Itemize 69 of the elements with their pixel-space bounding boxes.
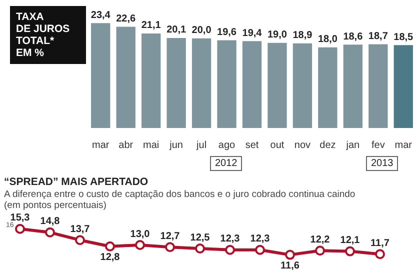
point [105, 241, 115, 252]
data-label: 21,1 [141, 20, 162, 32]
data-label: 11,6 [280, 260, 300, 272]
bar [192, 38, 212, 128]
data-label: 18,6 [343, 31, 364, 42]
x-tick-label: jul [196, 140, 207, 151]
x-tick-label: jun [168, 140, 183, 151]
point [345, 246, 355, 256]
bar [141, 33, 161, 128]
bar [242, 41, 262, 128]
x-tick-label: nov [294, 140, 311, 151]
x-tick-label: mar [92, 140, 110, 151]
data-label: 12,8 [100, 252, 120, 264]
bar [343, 44, 363, 128]
data-label: 13,7 [70, 224, 90, 235]
data-label: 18,7 [368, 30, 388, 42]
data-label: 19,6 [217, 26, 237, 38]
bar [394, 45, 413, 128]
data-label: 22,6 [116, 14, 136, 24]
point [195, 244, 205, 254]
data-label: 12,7 [160, 230, 180, 242]
data-label: 19,4 [242, 28, 262, 39]
bar [166, 38, 186, 128]
x-tick-label: dez [320, 140, 336, 151]
point [135, 240, 145, 250]
bar [91, 23, 110, 128]
point [165, 242, 175, 252]
point [225, 244, 235, 255]
bar [217, 40, 236, 128]
x-tick-label: abr [118, 140, 134, 151]
chart-subtitle: A diferença entre o custo de captação dos bancos e o juro cobrado continua caindo (em pontos percentuais) [4, 189, 356, 211]
point [15, 224, 25, 234]
data-label: 12,3 [220, 234, 240, 245]
x-tick-label: set [245, 140, 259, 151]
bar [368, 44, 388, 128]
x-tick-label: fev [371, 140, 385, 151]
data-label: 12,1 [340, 235, 360, 246]
data-label: 19,0 [267, 30, 288, 41]
bar [318, 47, 338, 128]
data-label: 23,4 [90, 10, 111, 21]
bar [268, 42, 287, 128]
data-label: 18,5 [394, 32, 414, 43]
bar [116, 26, 136, 128]
text: 2013 [366, 156, 398, 171]
point [285, 250, 295, 260]
bar [292, 43, 312, 128]
point [375, 249, 385, 260]
x-tick-label: mai [143, 140, 160, 151]
x-tick-label: ago [218, 140, 236, 151]
text: TAXA DE JUROS TOTAL* EM % [10, 6, 86, 64]
x-tick-label: out [270, 140, 284, 151]
data-label: 14,8 [40, 216, 60, 228]
data-label: 20,1 [166, 24, 186, 36]
x-tick-label: jan [345, 140, 360, 151]
data-label: 12,5 [190, 232, 210, 244]
point [75, 235, 85, 246]
chart-title: “SPREAD” MAIS APERTADO [4, 176, 148, 188]
data-label: 18,0 [318, 34, 338, 46]
data-label: 11,7 [370, 238, 390, 249]
point [255, 244, 265, 255]
point [45, 227, 55, 238]
data-label: 18,9 [292, 30, 313, 42]
data-label: 12,3 [250, 234, 270, 245]
text: 2012 [210, 156, 242, 171]
data-label: 20,0 [192, 25, 212, 36]
point [315, 246, 325, 256]
data-label: 13,0 [130, 228, 150, 240]
data-label: 12,2 [310, 234, 330, 246]
x-tick-label: mar [394, 140, 413, 151]
